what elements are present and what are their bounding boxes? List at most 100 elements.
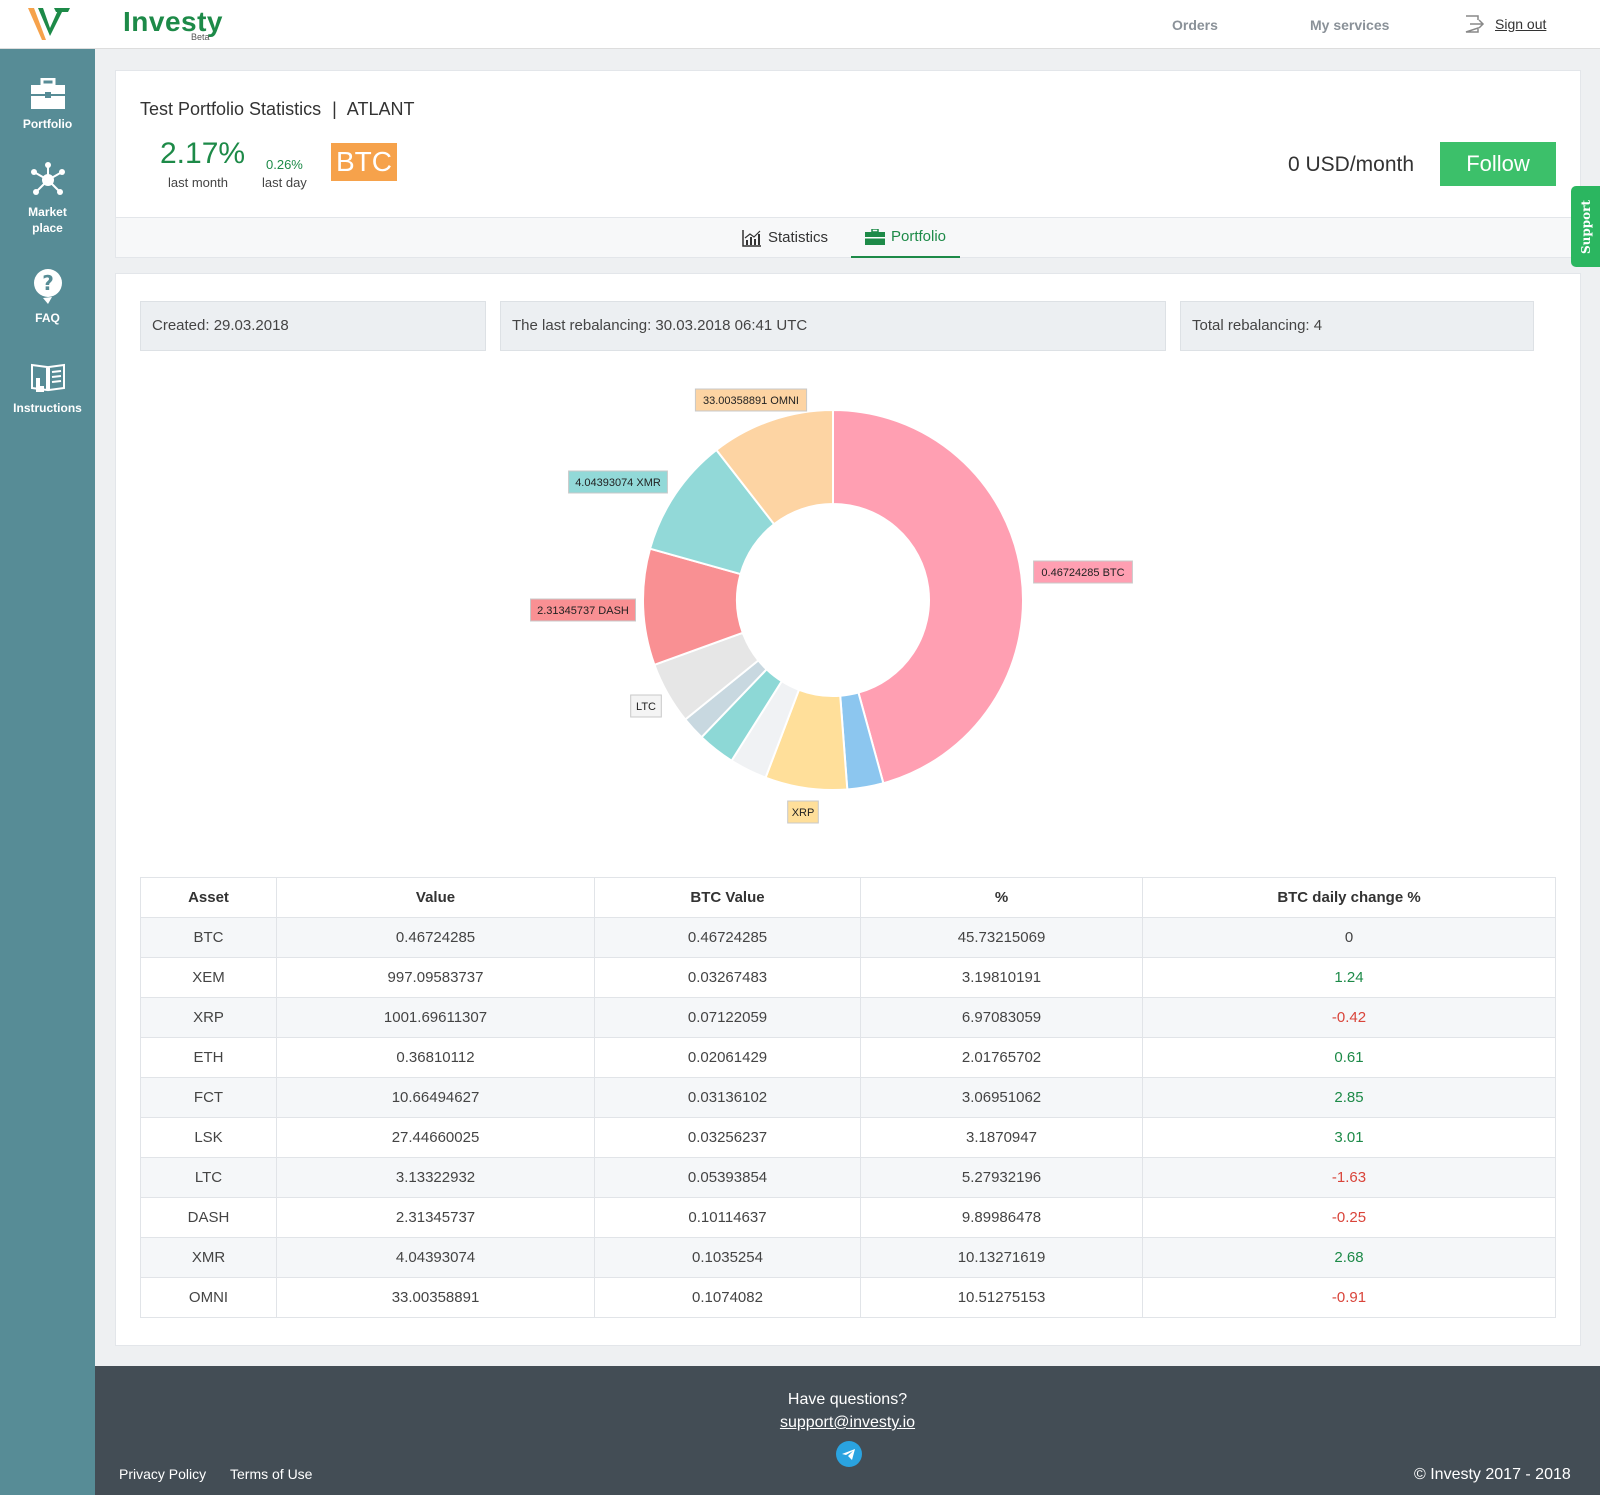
perf-day-value: 0.26% [266, 157, 303, 172]
donut-label-text: 33.00358891 OMNI [703, 395, 799, 407]
donut-label-btc: 0.46724285 BTC [1033, 560, 1133, 584]
daily-change-cell: 0 [1142, 917, 1556, 958]
perf-month-label: last month [168, 175, 228, 190]
value-cell: 27.44660025 [276, 1117, 595, 1158]
book-icon [30, 363, 65, 392]
btc-value-cell: 0.46724285 [594, 917, 861, 958]
sidebar-item-faq[interactable]: ? FAQ [0, 268, 95, 326]
footer: Have questions? support@investy.io Priva… [95, 1366, 1600, 1495]
title-separator: | [332, 99, 337, 119]
asset-cell: LTC [140, 1157, 277, 1198]
support-tab[interactable]: Support [1571, 186, 1600, 267]
daily-change-cell: -0.25 [1142, 1197, 1556, 1238]
column-header-value[interactable]: Value [276, 877, 595, 918]
btc-value-cell: 0.07122059 [594, 997, 861, 1038]
sidebar: Portfolio Market place ? FAQ [0, 0, 95, 1495]
sidebar-item-label: FAQ [35, 311, 60, 325]
sidebar-item-label-line2: place [32, 221, 63, 235]
sidebar-item-marketplace[interactable]: Market place [0, 162, 95, 236]
portfolio-name: Test Portfolio Statistics [140, 99, 322, 119]
value-cell: 4.04393074 [276, 1237, 595, 1278]
assets-table: Asset Value BTC Value % BTC daily change… [140, 877, 1556, 1318]
total-rebalancing: Total rebalancing: 4 [1180, 301, 1534, 351]
follow-button[interactable]: Follow [1440, 142, 1556, 186]
percent-cell: 3.06951062 [860, 1077, 1143, 1118]
donut-label-text: 4.04393074 XMR [575, 477, 661, 489]
nav-orders-link[interactable]: Orders [1172, 17, 1218, 33]
value-cell: 3.13322932 [276, 1157, 595, 1198]
percent-cell: 10.13271619 [860, 1237, 1143, 1278]
asset-cell: XEM [140, 957, 277, 998]
btc-value-cell: 0.02061429 [594, 1037, 861, 1078]
table-row: LTC 3.13322932 0.05393854 5.27932196 -1.63 [140, 1157, 1556, 1198]
donut-label-omni: 33.00358891 OMNI [694, 388, 808, 412]
percent-cell: 3.19810191 [860, 957, 1143, 998]
column-header-btc-value[interactable]: BTC Value [594, 877, 861, 918]
portfolio-content-card: Created: 29.03.2018 The last rebalancing… [115, 273, 1581, 1346]
terms-of-use-link[interactable]: Terms of Use [230, 1466, 313, 1482]
column-header-percent[interactable]: % [860, 877, 1143, 918]
nav-my-services-link[interactable]: My services [1310, 17, 1390, 33]
value-cell: 0.46724285 [276, 917, 595, 958]
btc-value-cell: 0.1035254 [594, 1237, 861, 1278]
daily-change-cell: -1.63 [1142, 1157, 1556, 1198]
sidebar-item-label: Market [28, 205, 67, 219]
table-row: BTC 0.46724285 0.46724285 45.73215069 0 [140, 917, 1556, 958]
brand-beta-badge: Beta [191, 32, 210, 42]
tab-portfolio[interactable]: Portfolio [851, 218, 961, 258]
donut-label-text: XRP [792, 807, 815, 819]
donut-slice-omni[interactable] [715, 408, 834, 526]
sign-out-icon [1465, 15, 1485, 33]
table-row: LSK 27.44660025 0.03256237 3.1870947 3.01 [140, 1117, 1556, 1158]
value-cell: 33.00358891 [276, 1277, 595, 1318]
base-currency-badge: BTC [331, 143, 397, 181]
asset-cell: OMNI [140, 1277, 277, 1318]
copyright: © Investy 2017 - 2018 [1414, 1466, 1571, 1483]
daily-change-cell: -0.42 [1142, 997, 1556, 1038]
telegram-icon[interactable] [836, 1441, 862, 1467]
daily-change-cell: -0.91 [1142, 1277, 1556, 1318]
asset-cell: DASH [140, 1197, 277, 1238]
asset-cell: LSK [140, 1117, 277, 1158]
sidebar-item-portfolio[interactable]: Portfolio [0, 78, 95, 132]
chart-icon [742, 230, 761, 247]
table-row: FCT 10.66494627 0.03136102 3.06951062 2.85 [140, 1077, 1556, 1118]
donut-label-ltc: LTC [630, 694, 662, 718]
daily-change-cell: 3.01 [1142, 1117, 1556, 1158]
support-email-link[interactable]: support@investy.io [779, 1414, 916, 1431]
btc-value-cell: 0.10114637 [594, 1197, 861, 1238]
asset-cell: FCT [140, 1077, 277, 1118]
logo[interactable] [0, 0, 95, 49]
sign-out-label: Sign out [1495, 16, 1547, 32]
tab-statistics[interactable]: Statistics [742, 218, 828, 258]
briefcase-icon [30, 78, 65, 109]
table-row: XEM 997.09583737 0.03267483 3.19810191 1.24 [140, 957, 1556, 998]
btc-value-cell: 0.1074082 [594, 1277, 861, 1318]
btc-value-cell: 0.03267483 [594, 957, 861, 998]
btc-value-cell: 0.03256237 [594, 1117, 861, 1158]
table-row: OMNI 33.00358891 0.1074082 10.51275153 -0.91 [140, 1277, 1556, 1318]
svg-text:?: ? [42, 271, 54, 295]
column-header-asset[interactable]: Asset [140, 877, 277, 918]
asset-cell: BTC [140, 917, 277, 958]
column-header-btc-daily-change[interactable]: BTC daily change % [1142, 877, 1556, 918]
asset-cell: XMR [140, 1237, 277, 1278]
sidebar-item-label: Instructions [13, 401, 82, 415]
sidebar-item-label: Portfolio [22, 117, 73, 131]
value-cell: 0.36810112 [276, 1037, 595, 1078]
footer-question: Have questions? [787, 1391, 908, 1408]
percent-cell: 10.51275153 [860, 1277, 1143, 1318]
sign-out-link[interactable]: Sign out [1465, 15, 1546, 33]
asset-cell: ETH [140, 1037, 277, 1078]
table-header-row: Asset Value BTC Value % BTC daily change… [140, 877, 1556, 918]
value-cell: 2.31345737 [276, 1197, 595, 1238]
privacy-policy-link[interactable]: Privacy Policy [119, 1466, 207, 1482]
btc-value-cell: 0.03136102 [594, 1077, 861, 1118]
brand-name[interactable]: Investy [123, 6, 223, 37]
sidebar-item-instructions[interactable]: Instructions [0, 362, 95, 416]
value-cell: 997.09583737 [276, 957, 595, 998]
last-rebalancing: The last rebalancing: 30.03.2018 06:41 U… [500, 301, 1166, 351]
tab-label: Portfolio [891, 228, 947, 245]
briefcase-icon [865, 229, 885, 245]
donut-slice-btc[interactable] [832, 408, 1024, 785]
